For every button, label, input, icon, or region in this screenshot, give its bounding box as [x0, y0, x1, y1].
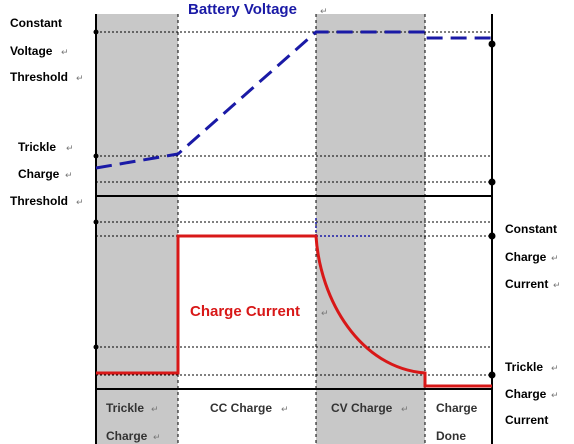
phase-cc-mark: ↵: [281, 404, 289, 414]
label-threshold-bottom-mark: ↵: [76, 197, 84, 207]
battery-voltage-curve: [95, 30, 492, 170]
phase-cv: CV Charge: [331, 401, 393, 415]
phase-cv-mark: ↵: [401, 404, 409, 414]
label-trickle-right: Trickle: [505, 360, 543, 374]
label-trickle-right-mark: ↵: [551, 363, 559, 373]
label-constant-right: Constant: [505, 222, 557, 236]
trickle-phase-shade: [96, 14, 178, 444]
current-title-mark: ↵: [321, 308, 329, 318]
phase-trickle-mark: ↵: [151, 404, 159, 414]
phase-trickle-charge-mark: ↵: [153, 432, 161, 442]
label-threshold-bottom: Threshold: [10, 194, 68, 208]
cv-phase-shade: [316, 14, 425, 444]
label-threshold-top: Threshold: [10, 70, 68, 84]
label-charge-right-top: Charge: [505, 250, 547, 264]
phase-trickle: Trickle: [106, 401, 144, 415]
label-charge-right-top-mark: ↵: [551, 253, 559, 263]
phase-done-top: Charge: [436, 401, 478, 415]
axis-markers: [93, 29, 496, 379]
label-threshold-top-mark: ↵: [76, 73, 84, 83]
phase-cc: CC Charge: [210, 401, 272, 415]
label-charge-right-bottom-mark: ↵: [551, 390, 559, 400]
label-trickle-mark: ↵: [66, 143, 74, 153]
label-trickle: Trickle: [18, 140, 56, 154]
charge-current-curve: [96, 234, 492, 388]
label-charge-mark: ↵: [65, 170, 73, 180]
phase-trickle-charge: Charge: [106, 429, 148, 443]
label-current-right-top: Current: [505, 277, 548, 291]
label-charge: Charge: [18, 167, 60, 181]
phase-done-bottom: Done: [436, 429, 466, 443]
label-constant: Constant: [10, 16, 62, 30]
label-current-right-top-mark: ↵: [553, 280, 561, 290]
voltage-title-mark: ↵: [320, 6, 328, 16]
label-charge-right-bottom: Charge: [505, 387, 547, 401]
current-title: Charge Current: [190, 303, 300, 320]
label-current-right-bottom: Current: [505, 413, 548, 427]
voltage-title: Battery Voltage: [188, 1, 297, 18]
label-voltage-mark: ↵: [61, 47, 69, 57]
label-voltage: Voltage: [10, 44, 53, 58]
